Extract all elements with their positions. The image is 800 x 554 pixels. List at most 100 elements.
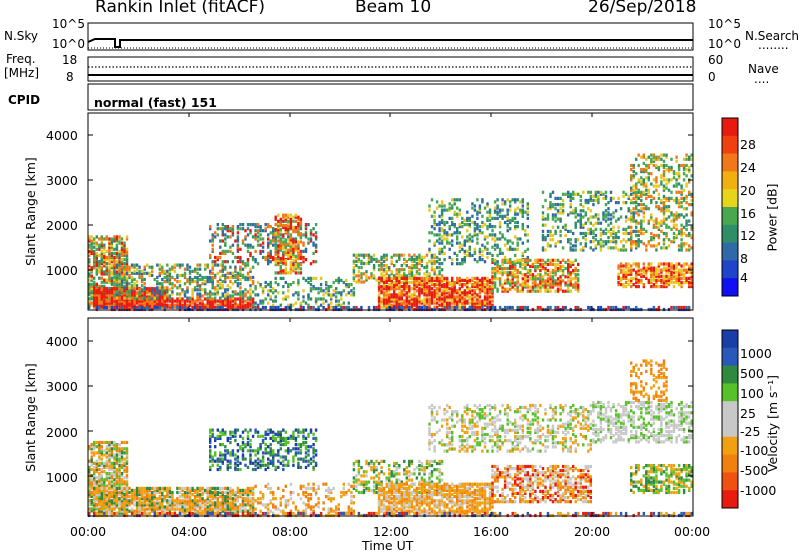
data-cell bbox=[413, 257, 416, 261]
data-cell bbox=[509, 260, 512, 264]
data-cell bbox=[690, 262, 693, 266]
data-cell bbox=[456, 206, 459, 210]
data-cell bbox=[176, 301, 179, 305]
data-cell bbox=[398, 274, 401, 278]
data-cell bbox=[688, 276, 691, 280]
data-cell bbox=[352, 259, 356, 263]
data-cell bbox=[675, 233, 678, 238]
data-cell bbox=[524, 277, 527, 281]
data-cell bbox=[554, 305, 557, 310]
data-cell bbox=[478, 231, 482, 235]
data-cell bbox=[186, 296, 189, 300]
data-cell bbox=[307, 223, 310, 227]
data-cell bbox=[561, 225, 565, 229]
data-cell bbox=[425, 253, 429, 257]
data-cell bbox=[604, 215, 608, 219]
data-cell bbox=[133, 287, 136, 291]
data-cell bbox=[471, 235, 474, 239]
data-cell bbox=[330, 305, 333, 309]
data-cell bbox=[95, 253, 98, 258]
data-cell bbox=[98, 237, 101, 241]
data-cell bbox=[400, 293, 403, 297]
data-cell bbox=[214, 292, 217, 296]
data-cell bbox=[688, 190, 691, 194]
data-cell bbox=[231, 233, 235, 237]
data-cell bbox=[108, 258, 111, 262]
data-cell bbox=[282, 244, 285, 248]
data-cell bbox=[272, 227, 275, 231]
data-cell bbox=[503, 258, 507, 262]
data-cell bbox=[385, 280, 388, 285]
data-cell bbox=[526, 212, 529, 216]
data-cell bbox=[244, 299, 247, 303]
data-cell bbox=[564, 281, 567, 285]
data-cell bbox=[675, 213, 678, 217]
data-cell bbox=[627, 266, 630, 270]
data-cell bbox=[148, 296, 151, 300]
data-cell bbox=[685, 168, 688, 172]
data-cell bbox=[440, 280, 444, 285]
data-cell bbox=[110, 301, 114, 305]
data-cell bbox=[178, 263, 182, 267]
data-cell bbox=[110, 276, 114, 280]
data-cell bbox=[140, 273, 144, 277]
data-cell bbox=[244, 235, 247, 239]
data-cell bbox=[113, 299, 116, 303]
data-cell bbox=[98, 284, 101, 288]
data-cell bbox=[256, 303, 260, 307]
data-cell bbox=[221, 303, 224, 307]
data-cell bbox=[88, 284, 91, 288]
data-cell bbox=[471, 276, 474, 280]
data-cell bbox=[216, 303, 219, 307]
data-cell bbox=[413, 291, 416, 295]
data-cell bbox=[201, 301, 204, 305]
data-cell bbox=[627, 194, 630, 198]
data-cell bbox=[521, 266, 524, 271]
data-cell bbox=[314, 243, 318, 247]
data-cell bbox=[385, 285, 388, 289]
data-cell bbox=[635, 205, 638, 209]
data-cell bbox=[632, 211, 635, 215]
data-cell bbox=[413, 276, 416, 280]
data-cell bbox=[680, 231, 683, 236]
data-cell bbox=[506, 273, 509, 277]
data-cell bbox=[146, 271, 149, 275]
data-cell bbox=[178, 301, 182, 305]
data-cell bbox=[332, 293, 335, 297]
data-cell bbox=[93, 451, 96, 455]
data-cell bbox=[415, 264, 419, 268]
data-cell bbox=[506, 247, 509, 251]
data-cell bbox=[665, 155, 668, 159]
data-cell bbox=[637, 268, 640, 272]
data-cell bbox=[239, 267, 242, 271]
data-cell bbox=[501, 208, 504, 212]
data-cell bbox=[405, 299, 408, 303]
data-cell bbox=[539, 264, 542, 269]
data-cell bbox=[103, 262, 106, 266]
data-cell bbox=[259, 237, 262, 241]
data-cell bbox=[637, 285, 640, 289]
data-cell bbox=[410, 270, 414, 274]
data-cell bbox=[196, 284, 199, 288]
data-cell bbox=[98, 457, 101, 461]
data-cell bbox=[405, 297, 408, 301]
data-cell bbox=[572, 283, 575, 287]
data-cell bbox=[98, 276, 101, 280]
data-cell bbox=[304, 225, 308, 229]
data-cell bbox=[425, 293, 429, 297]
data-cell bbox=[297, 246, 300, 250]
data-cell bbox=[299, 263, 303, 267]
data-cell bbox=[198, 277, 202, 282]
data-cell bbox=[516, 220, 519, 225]
data-cell bbox=[249, 253, 252, 258]
data-cell bbox=[221, 223, 224, 227]
data-cell bbox=[665, 246, 668, 250]
data-cell bbox=[93, 478, 96, 482]
data-cell bbox=[428, 239, 431, 243]
data-cell bbox=[90, 492, 93, 496]
data-cell bbox=[105, 268, 108, 272]
nsearch-tick-top: 10^5 bbox=[708, 17, 741, 31]
data-cell bbox=[198, 286, 202, 290]
data-cell bbox=[115, 245, 119, 249]
data-cell bbox=[509, 266, 512, 271]
